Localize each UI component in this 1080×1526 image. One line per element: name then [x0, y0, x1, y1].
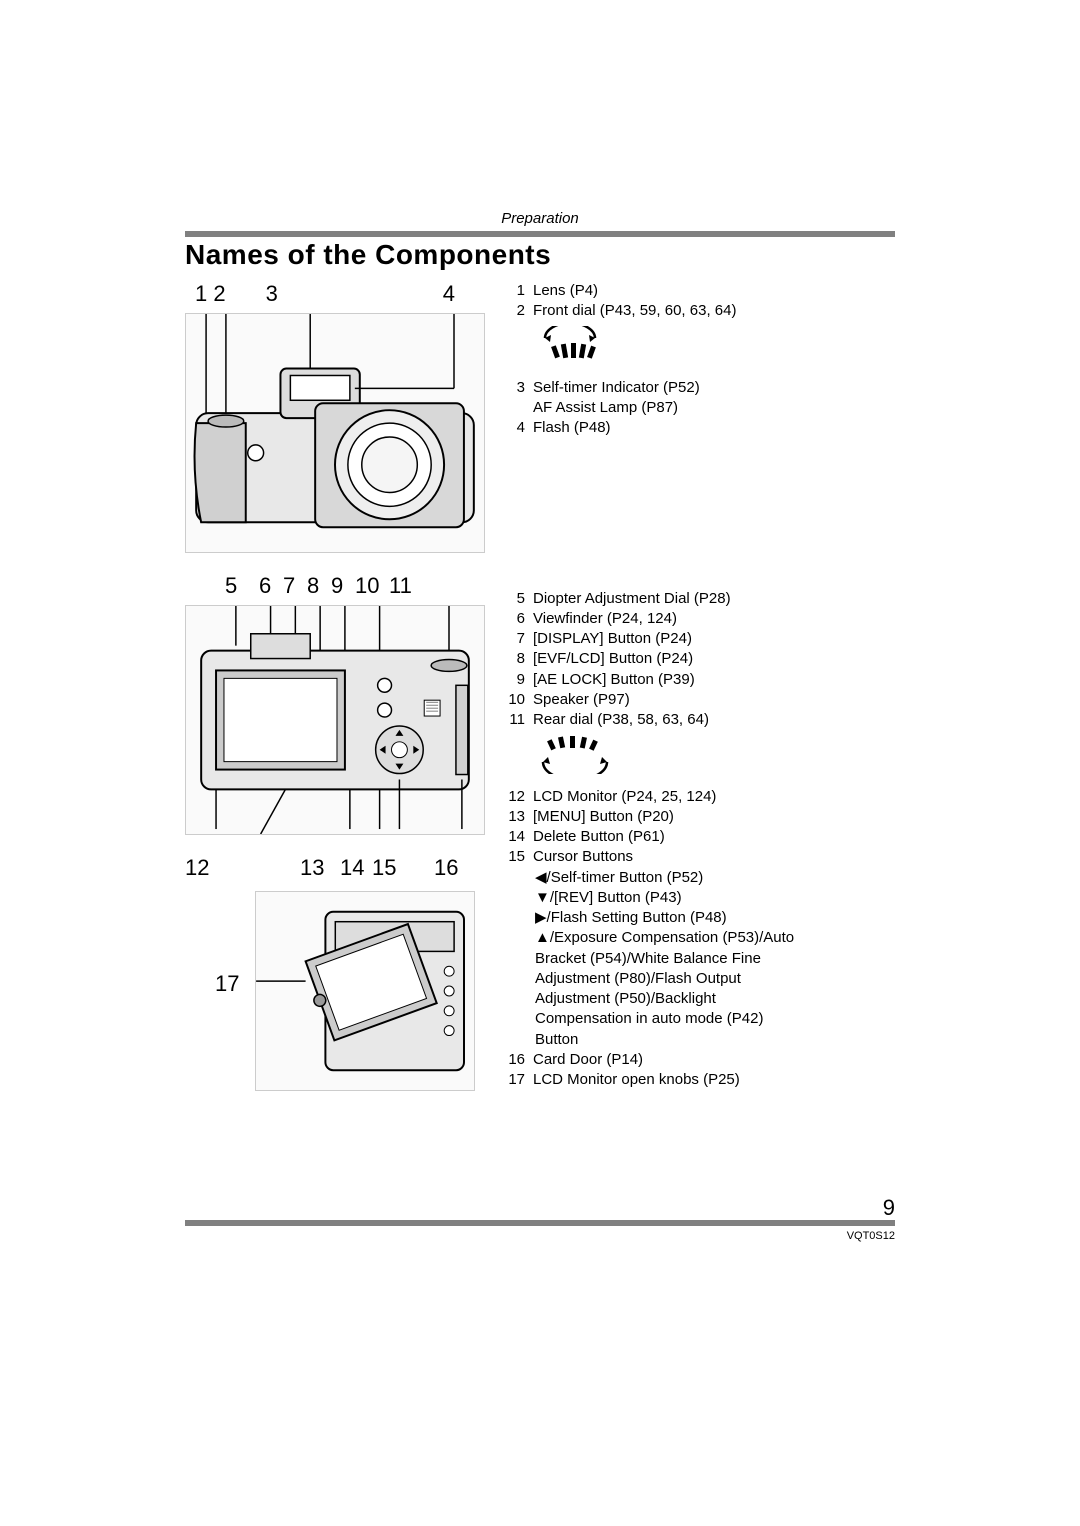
page-title: Names of the Components — [185, 239, 895, 271]
list-item: 13[MENU] Button (P20) — [505, 807, 718, 827]
diagram-column: 1 2 3 4 — [185, 281, 485, 1111]
list-item: 10Speaker (P97) — [505, 690, 733, 710]
cursor-up: Adjustment (P50)/Backlight — [535, 989, 895, 1009]
list-item: 8[EVF/LCD] Button (P24) — [505, 649, 733, 669]
list-item: 9[AE LOCK] Button (P39) — [505, 670, 733, 690]
callout-num: 16 — [434, 855, 464, 881]
list-item: 17LCD Monitor open knobs (P25) — [505, 1070, 742, 1090]
component-list-1: 1Lens (P4) 2Front dial (P43, 59, 60, 63,… — [505, 281, 738, 322]
cursor-up: Button — [535, 1030, 895, 1050]
callout-num: 5 — [225, 573, 259, 599]
callout-num: 1 2 — [195, 281, 226, 307]
cursor-buttons-detail: ◀/Self-timer Button (P52) ▼/[REV] Button… — [505, 868, 895, 1050]
callout-num: 14 — [340, 855, 372, 881]
cursor-up: ▲/Exposure Compensation (P53)/Auto — [535, 928, 895, 948]
list-item: 3Self-timer Indicator (P52) — [505, 378, 702, 398]
camera-lcd-diagram — [255, 891, 475, 1091]
component-list-2: 5Diopter Adjustment Dial (P28) 6Viewfind… — [505, 589, 733, 731]
header-rule — [185, 231, 895, 237]
list-item: 2Front dial (P43, 59, 60, 63, 64) — [505, 301, 738, 321]
component-list-1b: 3Self-timer Indicator (P52) AF Assist La… — [505, 378, 702, 439]
description-column: 1Lens (P4) 2Front dial (P43, 59, 60, 63,… — [505, 281, 895, 1111]
list-item: 12LCD Monitor (P24, 25, 124) — [505, 787, 718, 807]
section-header: Preparation — [185, 210, 895, 227]
component-list-2b: 12LCD Monitor (P24, 25, 124) 13[MENU] Bu… — [505, 787, 718, 868]
callout-row-bot: 12 13 14 15 16 — [185, 855, 485, 881]
list-item: 1Lens (P4) — [505, 281, 738, 301]
footer-rule — [185, 1220, 895, 1226]
camera-front-diagram — [185, 313, 485, 553]
list-item: 16Card Door (P14) — [505, 1050, 742, 1070]
callout-num: 4 — [443, 281, 455, 307]
callout-num: 7 — [283, 573, 307, 599]
list-item: 6Viewfinder (P24, 124) — [505, 609, 733, 629]
cursor-up: Compensation in auto mode (P42) — [535, 1009, 895, 1029]
callout-num: 11 — [389, 573, 419, 599]
camera-rear-diagram — [185, 605, 485, 835]
callout-row-top: 1 2 3 4 — [185, 281, 465, 307]
list-item: 11Rear dial (P38, 58, 63, 64) — [505, 710, 733, 730]
list-item: 5Diopter Adjustment Dial (P28) — [505, 589, 733, 609]
callout-num: 17 — [215, 971, 239, 997]
list-item: 14Delete Button (P61) — [505, 827, 718, 847]
list-item: 4Flash (P48) — [505, 418, 702, 438]
rear-dial-icon — [535, 734, 895, 780]
callout-num: 13 — [300, 855, 340, 881]
cursor-right: ▶/Flash Setting Button (P48) — [535, 908, 895, 928]
list-item: AF Assist Lamp (P87) — [505, 398, 702, 418]
cursor-left: ◀/Self-timer Button (P52) — [535, 868, 895, 888]
cursor-up: Bracket (P54)/White Balance Fine — [535, 949, 895, 969]
callout-num: 15 — [372, 855, 404, 881]
document-code: VQT0S12 — [847, 1230, 895, 1242]
cursor-up: Adjustment (P80)/Flash Output — [535, 969, 895, 989]
component-list-3: 16Card Door (P14) 17LCD Monitor open kno… — [505, 1050, 742, 1091]
callout-num: 10 — [355, 573, 389, 599]
callout-num: 3 — [266, 281, 278, 307]
page-number: 9 — [883, 1195, 895, 1221]
cursor-down: ▼/[REV] Button (P43) — [535, 888, 895, 908]
list-item: 15Cursor Buttons — [505, 847, 718, 867]
callout-num: 12 — [185, 855, 225, 881]
callout-num: 9 — [331, 573, 355, 599]
list-item: 7[DISPLAY] Button (P24) — [505, 629, 733, 649]
callout-num: 8 — [307, 573, 331, 599]
callout-row-mid: 5 6 7 8 9 10 11 — [185, 573, 485, 599]
callout-num: 6 — [259, 573, 283, 599]
front-dial-icon — [535, 326, 895, 372]
